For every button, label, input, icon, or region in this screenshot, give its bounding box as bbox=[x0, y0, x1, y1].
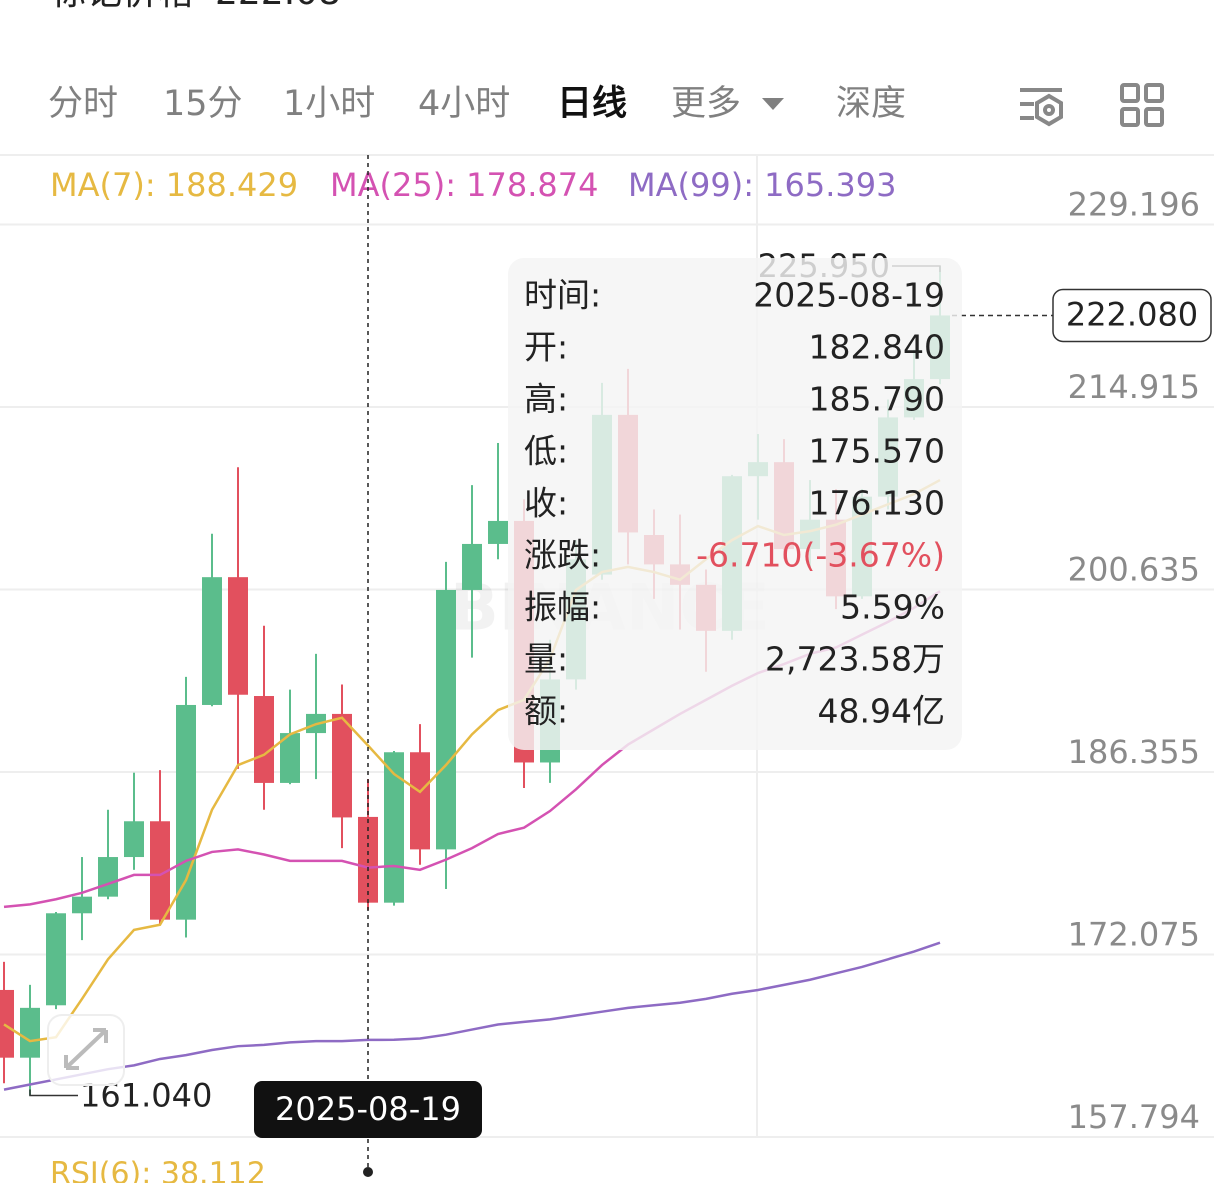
ma-legend: MA(25): 178.874 bbox=[330, 166, 598, 204]
candle-body bbox=[410, 752, 430, 850]
mark-price: 222.08 bbox=[215, 0, 341, 13]
ma-line bbox=[3, 941, 941, 1091]
candle-body bbox=[0, 989, 14, 1058]
y-tick-label: 157.794 bbox=[1068, 1098, 1200, 1136]
candle-body bbox=[462, 543, 482, 590]
tab[interactable]: 分时 bbox=[48, 84, 118, 124]
tooltip-value: 176.130 bbox=[809, 484, 945, 523]
candle-body bbox=[254, 696, 274, 783]
tooltip-box bbox=[508, 258, 962, 750]
tooltip-label: 额: bbox=[524, 692, 568, 731]
candle-body bbox=[436, 589, 456, 850]
y-tick-label: 229.196 bbox=[1068, 185, 1200, 223]
mark-price-label: 标记价格 bbox=[50, 0, 194, 13]
tooltip-label: 涨跌: bbox=[524, 536, 601, 575]
tooltip-value: 182.840 bbox=[809, 328, 945, 367]
tab[interactable]: 1小时 bbox=[283, 84, 375, 124]
layout-icon[interactable] bbox=[1120, 83, 1164, 127]
candle-body bbox=[332, 713, 352, 818]
candle-body bbox=[488, 520, 508, 544]
candle-body bbox=[280, 733, 300, 783]
tab[interactable]: 日线 bbox=[557, 84, 627, 124]
tooltip-label: 高: bbox=[524, 380, 568, 419]
tooltip-value: 175.570 bbox=[809, 432, 945, 471]
candle-body bbox=[72, 896, 92, 914]
candle-body bbox=[202, 577, 222, 705]
tab[interactable]: 4小时 bbox=[418, 84, 510, 124]
tooltip-label: 时间: bbox=[524, 276, 601, 315]
candle-body bbox=[228, 577, 248, 695]
settings-icon[interactable] bbox=[1020, 88, 1063, 127]
y-tick-label: 172.075 bbox=[1068, 915, 1200, 953]
tooltip-value: 2,723.58万 bbox=[765, 640, 945, 679]
tab[interactable]: 更多 bbox=[671, 84, 741, 124]
ma-legend: MA(7): 188.429 bbox=[50, 166, 298, 204]
tooltip-label: 开: bbox=[524, 328, 568, 367]
candle-body bbox=[176, 704, 196, 920]
y-tick-label: 214.915 bbox=[1068, 368, 1200, 406]
expand-icon[interactable] bbox=[47, 1014, 125, 1086]
tooltip-value: 5.59% bbox=[840, 588, 945, 627]
tooltip-value: 185.790 bbox=[809, 380, 945, 419]
last-price-label: 222.080 bbox=[1066, 295, 1198, 333]
tooltip-value: 2025-08-19 bbox=[753, 276, 945, 315]
rsi-label: RSI(6): 38.112 bbox=[50, 1157, 266, 1183]
tab[interactable]: 15分 bbox=[163, 84, 243, 124]
candle-body bbox=[150, 821, 170, 920]
tooltip-label: 收: bbox=[524, 484, 568, 523]
low-leader bbox=[29, 1089, 78, 1097]
candle-body bbox=[98, 857, 118, 897]
candle-body bbox=[124, 821, 144, 858]
y-tick-label: 200.635 bbox=[1068, 551, 1200, 589]
tooltip-value: 48.94亿 bbox=[818, 692, 945, 731]
tooltip-label: 低: bbox=[524, 432, 568, 471]
overlay: MA(7): 188.429 MA(25): 178.874 MA(99): 165… bbox=[29, 155, 1212, 1177]
candle-body bbox=[46, 913, 66, 1006]
crosshair-dot bbox=[363, 1167, 373, 1177]
crosshair-date: 2025-08-19 bbox=[275, 1090, 461, 1128]
tooltip-label: 量: bbox=[524, 640, 568, 679]
candle-body bbox=[20, 1007, 40, 1058]
date-box bbox=[254, 1081, 482, 1138]
y-tick-label: 186.355 bbox=[1068, 733, 1200, 771]
ma-legend: MA(99): 165.393 bbox=[628, 166, 896, 204]
tooltip-value: -6.710(-3.67%) bbox=[696, 536, 945, 575]
last-price-box bbox=[1052, 288, 1212, 343]
dropdown-arrow bbox=[762, 98, 784, 110]
tab[interactable]: 深度 bbox=[836, 84, 906, 124]
tooltip-label: 振幅: bbox=[524, 588, 601, 627]
